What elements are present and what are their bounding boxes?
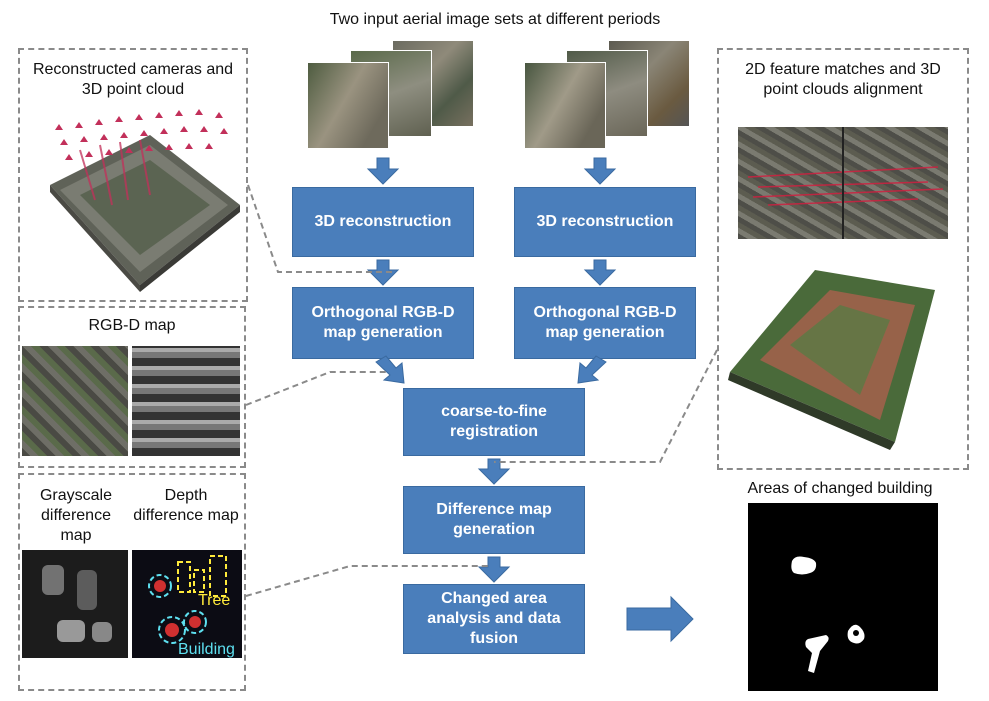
difference-panel [18,473,246,691]
cameras-panel [18,48,248,302]
ortho-right-box: Orthogonal RGB-D map generation [514,287,696,359]
rgbd-title: RGB-D map [88,317,176,334]
ortho-left-box: Orthogonal RGB-D map generation [292,287,474,359]
arrow-input-left [366,157,400,185]
feature-matches-image [738,127,948,239]
changed-title: Areas of changed building [747,480,933,497]
difference-box: Difference map generation [403,486,585,554]
changed-analysis-box: Changed area analysis and data fusion [403,584,585,654]
grayscale-difference-image [22,550,128,658]
cameras-title: Reconstructed cameras and 3D point cloud [32,61,234,98]
tree-label: Tree [198,592,231,609]
arrow-recon-ortho-left [366,259,400,286]
arrow-input-right [583,157,617,185]
depth-difference-image [132,550,242,658]
rgbd-panel [18,306,246,468]
registration-box: coarse-to-fine registration [403,388,585,456]
changed-building-map [748,503,938,691]
connector-cameras [247,184,392,273]
recon-right-box: 3D reconstruction [514,187,696,257]
connector-matches [494,349,718,463]
matches-panel [717,48,969,470]
connector-rgbd [245,371,388,406]
rgbd-depth-map [132,346,240,456]
aerial-image-left-1 [307,62,389,149]
gray-diff-title: Grayscale difference map [39,487,113,544]
recon-left-box: 3D reconstruction [292,187,474,257]
building-label: Building [178,641,235,658]
arrow-to-result [626,595,694,643]
rgbd-color-map [22,346,128,456]
arrow-ortho-left-reg [375,355,405,384]
arrow-recon-ortho-right [583,259,617,286]
aerial-image-right-1 [524,62,606,149]
depth-diff-title: Depth difference map [133,487,239,524]
arrow-ortho-right-reg [577,355,607,384]
arrow-reg-diff [477,458,511,485]
top-title: Two input aerial image sets at different… [329,11,661,28]
matches-title: 2D feature matches and 3D point clouds a… [745,61,941,98]
connector-diff [245,565,488,597]
